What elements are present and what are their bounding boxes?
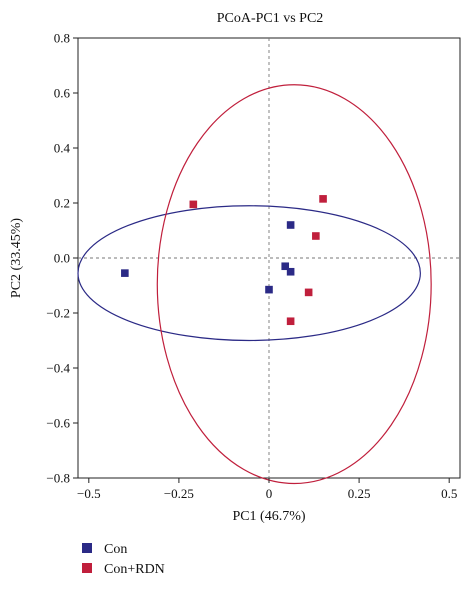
x-tick-label: 0.25 <box>348 486 371 501</box>
chart-title: PCoA-PC1 vs PC2 <box>217 11 324 26</box>
x-axis-title: PC1 (46.7%) <box>232 509 305 524</box>
x-tick-label: −0.25 <box>164 486 194 501</box>
data-point <box>121 269 129 277</box>
data-point <box>286 221 295 229</box>
data-point <box>286 317 295 326</box>
y-tick-label: −0.2 <box>46 306 70 321</box>
y-axis: 0.8 0.6 0.4 0.2 0.0 −0.2 −0.4 −0.6 −0.8 <box>46 31 78 486</box>
data-point <box>189 200 198 209</box>
y-tick-label: 0.4 <box>54 141 71 156</box>
scatter-points <box>121 195 327 326</box>
x-axis: −0.5 −0.25 0 0.25 0.5 <box>77 478 457 501</box>
legend: Con Con+RDN <box>82 542 165 577</box>
y-tick-label: 0.6 <box>54 86 71 101</box>
x-tick-label: 0 <box>266 486 273 501</box>
data-point <box>304 288 313 297</box>
y-tick-label: −0.8 <box>46 471 70 486</box>
y-tick-label: 0.2 <box>54 196 70 211</box>
series-ellipse <box>77 205 421 342</box>
legend-swatch <box>82 563 92 573</box>
legend-swatch <box>82 543 92 553</box>
confidence-ellipses <box>77 84 432 485</box>
data-point <box>312 232 320 240</box>
legend-label: Con <box>104 542 127 557</box>
legend-label: Con+RDN <box>104 562 165 577</box>
y-tick-label: 0.0 <box>54 251 70 266</box>
data-point <box>286 267 295 276</box>
data-point <box>319 195 327 203</box>
y-tick-label: −0.6 <box>46 416 70 431</box>
data-point <box>265 285 273 294</box>
y-tick-label: −0.4 <box>46 361 70 376</box>
x-tick-label: 0.5 <box>441 486 457 501</box>
y-axis-title: PC2 (33.45%) <box>9 218 24 298</box>
x-tick-label: −0.5 <box>77 486 101 501</box>
series-ellipse <box>156 84 432 485</box>
data-point <box>281 262 290 271</box>
y-tick-label: 0.8 <box>54 31 70 46</box>
